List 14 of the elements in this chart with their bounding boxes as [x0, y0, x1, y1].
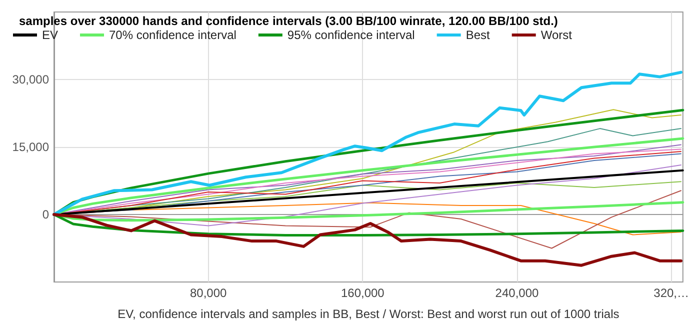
y-tick-label: 30,000 [12, 72, 50, 86]
legend-label: 95% confidence interval [287, 28, 415, 42]
legend-label: Worst [540, 28, 573, 42]
y-tick-label: 0 [42, 208, 50, 222]
legend-label: Best [466, 28, 491, 42]
chart-title: samples over 330000 hands and confidence intervals (3.00 BB/100 winrate, 120.00 BB/100 std.) [19, 14, 558, 28]
x-tick-label: 240,000 [495, 286, 539, 300]
x-tick-label: 160,000 [340, 286, 385, 300]
x-tick-label: 80,000 [190, 286, 228, 300]
legend-label: 70% confidence interval [109, 28, 236, 42]
y-tick-label: 15,000 [12, 140, 50, 154]
x-tick-label: 320,… [654, 286, 689, 300]
legend-label: EV [42, 28, 58, 42]
x-axis-title: EV, confidence intervals and samples in BB, Best / Worst: Best and worst run out of 1000 trials [118, 307, 620, 321]
